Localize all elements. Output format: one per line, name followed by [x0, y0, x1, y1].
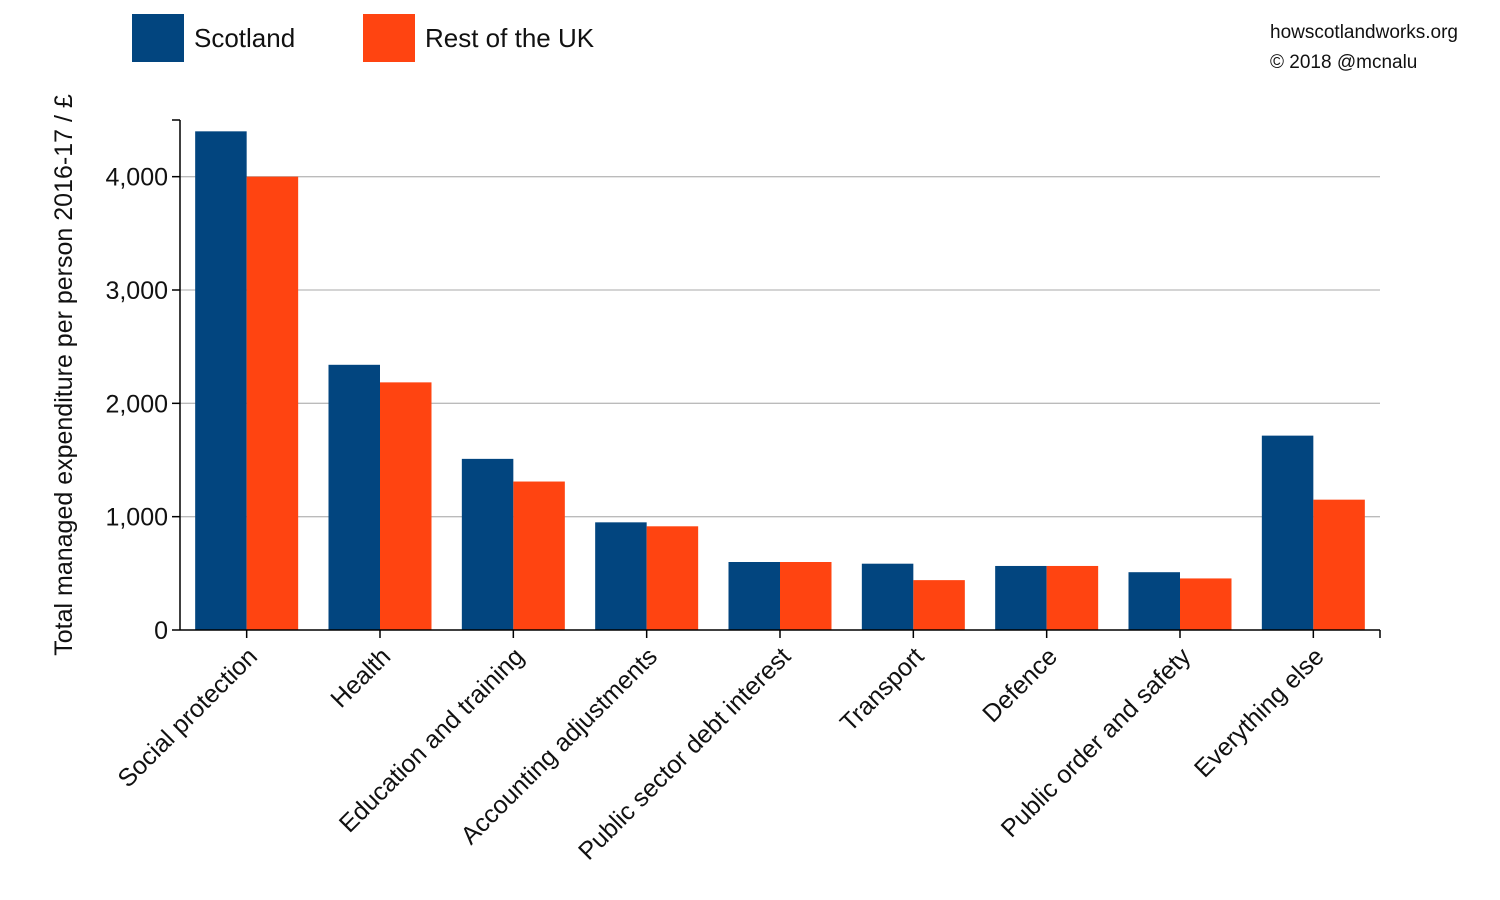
bar-rest-of-uk — [380, 382, 432, 630]
bar-scotland — [461, 458, 514, 630]
bar-scotland — [195, 131, 247, 631]
credit-copyright: © 2018 @mcnalu — [1270, 52, 1418, 73]
bar-rest-of-uk — [1313, 499, 1365, 630]
x-tick-label: Health — [325, 642, 396, 713]
x-tick-label: Public sector debt interest — [573, 642, 796, 865]
y-tick-label: 4,000 — [105, 164, 168, 192]
y-axis-label: Total managed expenditure per person 201… — [50, 94, 78, 656]
bar-rest-of-uk — [913, 580, 965, 630]
y-tick-label: 0 — [154, 617, 168, 645]
y-tick-label: 3,000 — [105, 277, 168, 305]
bar-rest-of-uk — [780, 562, 832, 630]
y-tick-label: 2,000 — [105, 390, 168, 418]
bar-scotland — [728, 562, 780, 630]
x-tick-label: Everything else — [1189, 642, 1330, 783]
bar-rest-of-uk — [646, 526, 699, 630]
legend-item-scotland: Scotland — [132, 14, 295, 62]
bar-scotland — [595, 522, 647, 630]
bar-rest-of-uk — [513, 481, 565, 630]
bar-rest-of-uk — [1046, 565, 1099, 630]
bar-rest-of-uk — [1180, 578, 1232, 630]
credit-site: howscotlandworks.org — [1270, 22, 1458, 43]
x-tick-label: Defence — [977, 642, 1063, 728]
bar-scotland — [328, 364, 380, 630]
bar-scotland — [1261, 435, 1314, 630]
bars — [195, 131, 1365, 631]
legend-swatch-rest-of-uk — [363, 14, 415, 62]
x-tick-label: Transport — [835, 642, 930, 737]
legend-label-scotland: Scotland — [194, 22, 296, 53]
bar-scotland — [995, 565, 1047, 630]
x-tick-label: Social protection — [112, 642, 262, 792]
legend-swatch-scotland — [132, 14, 184, 62]
legend-label-rest-of-uk: Rest of the UK — [425, 22, 595, 53]
legend-item-rest-of-uk: Rest of the UK — [363, 14, 594, 62]
bar-scotland — [1128, 572, 1180, 630]
bar-scotland — [861, 563, 914, 630]
bar-rest-of-uk — [246, 176, 299, 630]
y-tick-label: 1,000 — [105, 504, 168, 532]
